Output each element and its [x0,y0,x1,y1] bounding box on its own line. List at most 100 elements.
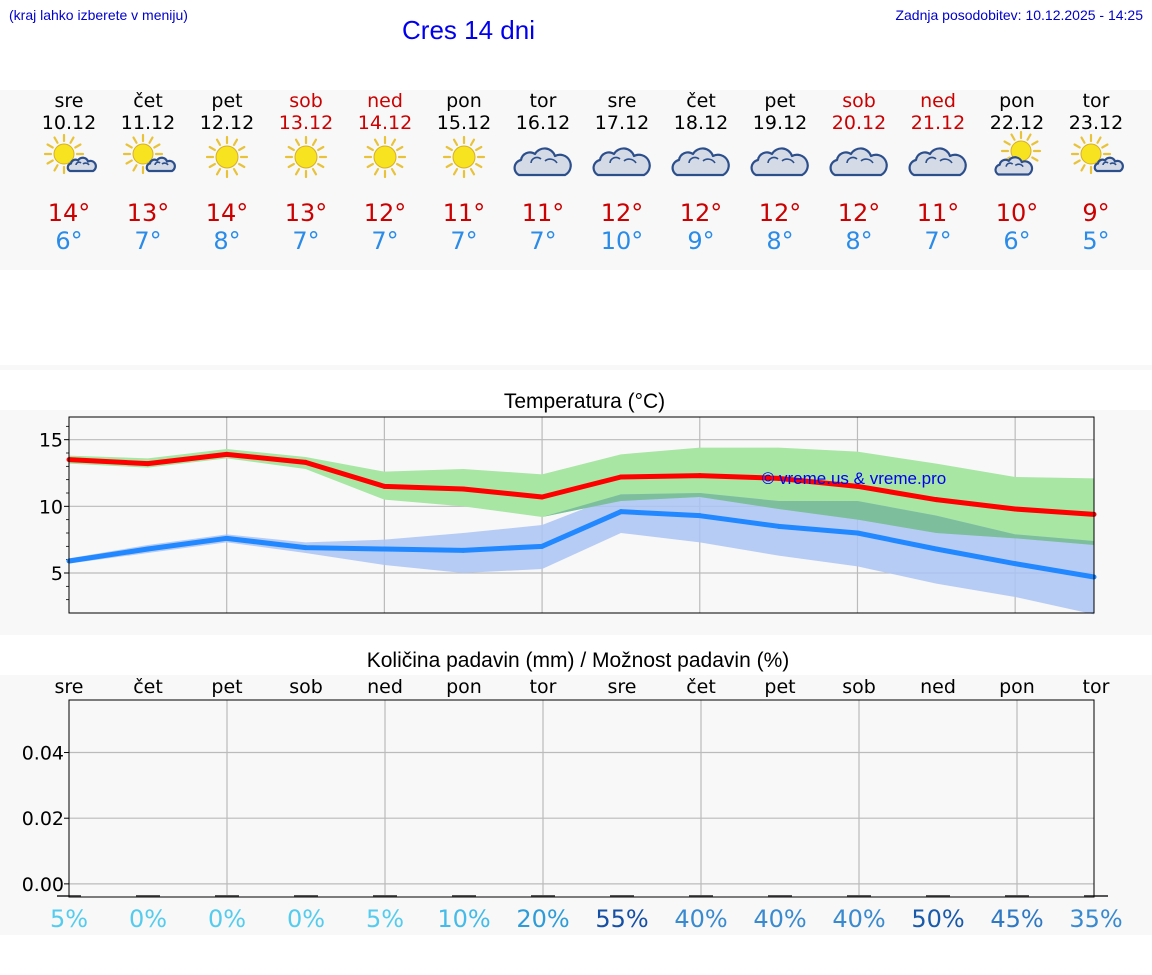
forecast-panel [0,90,1152,270]
precip-chance-label: 40% [753,905,806,933]
precip-chance-label: 35% [1069,905,1122,933]
x-day-label: pon [999,676,1035,698]
precip-chance-label: 55% [595,905,648,933]
forecast-tmax: 12° [364,199,407,227]
forecast-tmax: 12° [601,199,644,227]
precip-chance-label: 20% [516,905,569,933]
sun-icon [284,135,328,179]
forecast-day: tor [530,90,557,112]
forecast-tmin: 7° [529,227,556,255]
cloud-icon [592,147,651,177]
plot-area [69,700,1094,897]
y-tick-label: 0.04 [22,743,64,765]
y-tick-label: 0.02 [22,808,64,830]
min-temp-line-point [381,546,387,552]
min-temp-line-point [776,523,782,529]
sun-icon [442,135,486,179]
forecast-date: 12.12 [200,112,254,134]
forecast-tmax: 11° [522,199,565,227]
precip-bar [689,895,713,897]
x-day-label: ned [367,676,403,698]
forecast-tmin: 10° [601,227,644,255]
sun-icon [205,135,249,179]
x-day-label: tor [530,676,557,698]
min-temp-line-point [539,543,545,549]
x-day-label: sob [289,676,323,698]
max-temp-line-point [933,497,939,503]
x-day-label: tor [1083,676,1110,698]
y-tick-label: 15 [39,430,63,452]
min-temp-line-point [145,546,151,552]
location-hint: (kraj lahko izberete v meniju) [9,7,188,23]
precip-bar [531,895,555,897]
forecast-tmin: 7° [134,227,161,255]
max-temp-line-point [697,473,703,479]
forecast-tmin: 8° [766,227,793,255]
forecast-date: 19.12 [753,112,807,134]
x-day-label: ned [920,676,956,698]
forecast-tmax: 12° [838,199,881,227]
band-overlap [69,458,1094,545]
plot-frame [68,699,1095,898]
forecast-date: 10.12 [42,112,96,134]
min-temp-line-point [697,513,703,519]
forecast-tmin: 9° [687,227,714,255]
precip-bar [1005,895,1029,897]
precip-bar [610,895,634,897]
precip-bar [768,895,792,897]
precip-chance-label: 5% [50,905,88,933]
cloud-icon [671,147,730,177]
precip-bar [215,895,239,897]
x-day-label: čet [686,676,716,698]
x-day-label: čet [133,676,163,698]
forecast-date: 14.12 [358,112,412,134]
cloud-icon [829,147,888,177]
x-day-label: sre [608,676,637,698]
precip-chance-label: 10% [437,905,490,933]
forecast-date: 21.12 [911,112,965,134]
max-temp-line-point [224,451,230,457]
min-temp-line-point [854,530,860,536]
cloud-sun-icon [994,130,1042,176]
min-temp-line-point [303,545,309,551]
max-temp-line-point [460,486,466,492]
forecast-tmin: 7° [371,227,398,255]
x-day-label: pet [764,676,795,698]
precip-chance-label: 40% [832,905,885,933]
min-temp-line-point [1012,561,1018,567]
precip-chance-label: 0% [129,905,167,933]
precip-bar [294,895,318,897]
last-updated: Zadnja posodobitev: 10.12.2025 - 14:25 [895,7,1143,23]
chart-title: Temperatura (°C) [504,390,665,413]
forecast-day: pon [446,90,482,112]
max-temp-line-point [381,483,387,489]
forecast-day: pon [999,90,1035,112]
page-title: Cres 14 dni [402,15,535,45]
max-temp-line-point [303,459,309,465]
min-temp-line-point [618,509,624,515]
min-temp-line-point [933,546,939,552]
forecast-day: sre [55,90,84,112]
forecast-day: pet [211,90,242,112]
max-temp-line-point [145,461,151,467]
forecast-tmin: 7° [450,227,477,255]
forecast-day: čet [133,90,163,112]
divider [0,365,1152,370]
forecast-tmax: 14° [48,199,91,227]
forecast-tmax: 11° [443,199,486,227]
forecast-date: 15.12 [437,112,491,134]
cloud-icon [750,147,809,177]
forecast-date: 23.12 [1069,112,1123,134]
forecast-tmax: 13° [127,199,170,227]
forecast-day: sre [608,90,637,112]
y-tick-label: 5 [51,563,63,585]
forecast-day: ned [920,90,956,112]
forecast-tmin: 6° [1003,227,1030,255]
precip-bar [926,895,950,897]
min-temp-line-point [460,547,466,553]
forecast-date: 16.12 [516,112,570,134]
forecast-date: 17.12 [595,112,649,134]
forecast-tmin: 5° [1082,227,1109,255]
max-temp-line-point [539,494,545,500]
max-temp-line-point [1012,506,1018,512]
